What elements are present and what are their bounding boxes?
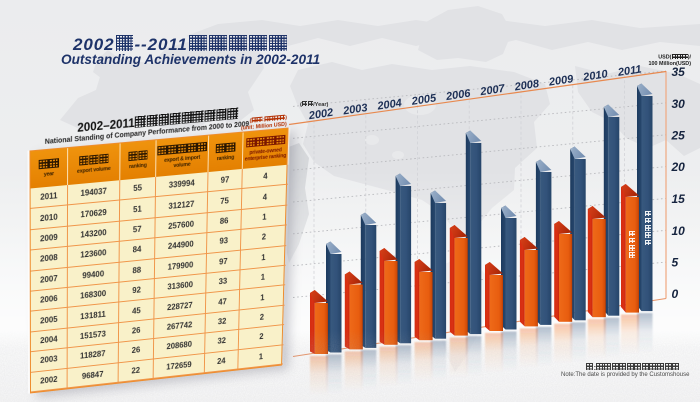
svg-text:2009: 2009: [547, 73, 575, 89]
svg-text:2008: 2008: [513, 78, 541, 94]
svg-text:2006: 2006: [444, 87, 472, 103]
svg-text:0: 0: [672, 287, 679, 301]
svg-text:35: 35: [672, 65, 686, 79]
svg-text:2010: 2010: [581, 68, 609, 84]
svg-text:2002: 2002: [307, 107, 334, 123]
svg-text:2007: 2007: [479, 83, 507, 99]
svg-text:25: 25: [671, 129, 686, 143]
svg-text:20: 20: [671, 160, 686, 174]
svg-text:30: 30: [672, 97, 686, 111]
svg-text:2005: 2005: [410, 92, 438, 108]
svg-text:10: 10: [672, 224, 686, 238]
svg-text:2011: 2011: [616, 64, 642, 80]
svg-text:2004: 2004: [376, 97, 403, 113]
svg-text:2003: 2003: [341, 102, 368, 118]
svg-text:5: 5: [672, 256, 679, 270]
svg-text:15: 15: [672, 192, 686, 206]
